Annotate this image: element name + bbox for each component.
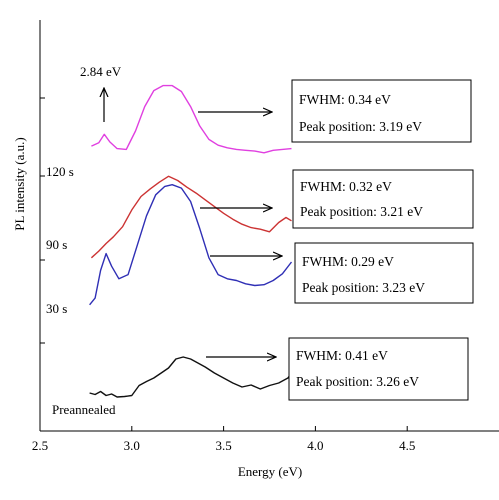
info-box-90s: FWHM: 0.32 eV Peak position: 3.21 eV [292, 169, 474, 229]
info-box-120s: FWHM: 0.34 eV Peak position: 3.19 eV [291, 79, 472, 143]
peak-120s: Peak position: 3.19 eV [299, 119, 422, 134]
peak-annotation-label: 2.84 eV [80, 64, 122, 79]
x-tick-label: 2.5 [32, 438, 48, 453]
y-ticks [40, 97, 45, 344]
series-line-preannealed [89, 356, 293, 398]
fwhm-120s: FWHM: 0.34 eV [299, 92, 391, 107]
series-line-120s [91, 84, 292, 154]
x-tick-label: 3.5 [215, 438, 231, 453]
fwhm-90s: FWHM: 0.32 eV [300, 179, 392, 194]
fwhm-preannealed: FWHM: 0.41 eV [296, 348, 388, 363]
peak-preannealed: Peak position: 3.26 eV [296, 374, 419, 389]
peak-30s: Peak position: 3.23 eV [302, 280, 425, 295]
series-label-90s: 90 s [46, 237, 67, 252]
info-box-30s: FWHM: 0.29 eV Peak position: 3.23 eV [294, 242, 474, 304]
series-label-30s: 30 s [46, 301, 67, 316]
series-label-preannealed: Preannealed [52, 402, 116, 417]
series-label-120s: 120 s [46, 164, 74, 179]
y-axis-title: PL intensity (a.u.) [12, 137, 27, 230]
peak-90s: Peak position: 3.21 eV [300, 204, 423, 219]
series-line-30s [89, 183, 293, 306]
info-box-preannealed: FWHM: 0.41 eV Peak position: 3.26 eV [288, 337, 469, 401]
fwhm-30s: FWHM: 0.29 eV [302, 254, 394, 269]
x-tick-label: 4.5 [399, 438, 415, 453]
series-line-90s [90, 175, 292, 259]
x-axis-title: Energy (eV) [238, 464, 302, 479]
x-tick-label: 3.0 [124, 438, 140, 453]
x-ticks: 2.5 3.0 3.5 4.0 4.5 [32, 426, 415, 453]
x-tick-label: 4.0 [307, 438, 323, 453]
series-layer [89, 84, 293, 398]
